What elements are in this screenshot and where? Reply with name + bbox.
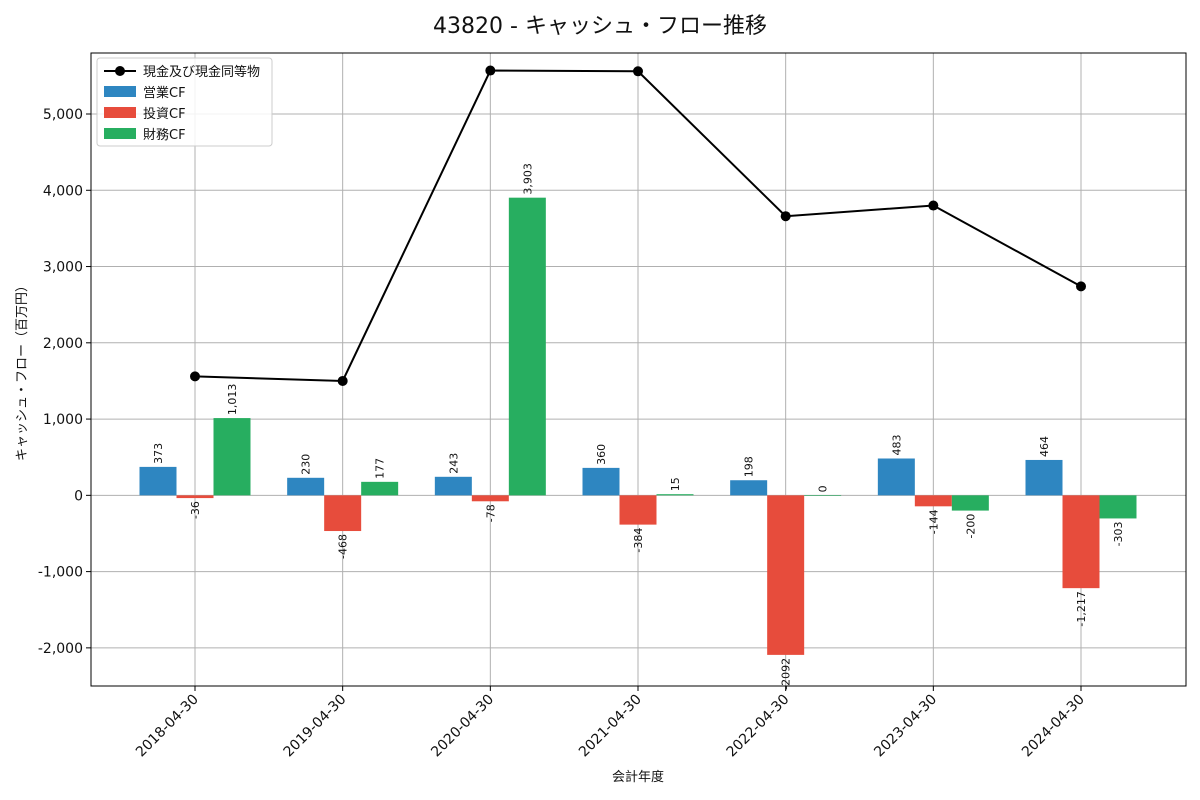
bar-投資CF (471, 495, 509, 502)
cash-point (485, 65, 496, 76)
cash-point (928, 200, 939, 211)
bar-value-label: 464 (1038, 436, 1051, 457)
bar-value-label: -200 (964, 514, 977, 539)
bar-value-label: 1,013 (226, 384, 239, 416)
bar-財務CF (656, 494, 694, 496)
bar-value-label: 3,903 (521, 163, 534, 195)
line-layer (190, 65, 1086, 386)
x-tick-label: 2024-04-30 (1019, 692, 1088, 761)
y-tick-label: 4,000 (43, 183, 83, 199)
x-tick-label: 2019-04-30 (281, 692, 350, 761)
bar-投資CF (914, 495, 952, 507)
x-tick-label: 2023-04-30 (871, 692, 940, 761)
bar-営業CF (877, 458, 915, 496)
bar-value-label: 373 (152, 443, 165, 464)
legend-label: 現金及び現金同等物 (143, 64, 260, 80)
bar-labels-layer: 373 230 243 360 198 483 464 -36 -468 -78 -384 -2092… (152, 163, 1125, 690)
bar-投資CF (324, 495, 362, 532)
y-tick-label: 2,000 (43, 336, 83, 352)
y-tick-label: 3,000 (43, 260, 83, 276)
legend-box (96, 57, 273, 147)
legend-label: 投資CF (143, 106, 186, 122)
bar-value-label: 243 (447, 453, 460, 474)
bar-value-label: 360 (595, 444, 608, 465)
bar-value-label: -78 (484, 504, 497, 522)
bar-value-label: -384 (632, 528, 645, 553)
x-axis-label: 会計年度 (612, 769, 664, 785)
bar-value-label: -468 (337, 534, 350, 559)
chart-title: 43820 - キャッシュ・フロー推移 (433, 14, 767, 39)
legend-label: 営業CF (143, 85, 186, 101)
x-tick-label: 2020-04-30 (428, 692, 497, 761)
x-tick-label: 2018-04-30 (133, 692, 202, 761)
legend-label: 財務CF (143, 128, 186, 143)
bar-value-label: 177 (374, 458, 387, 479)
cash-point (190, 371, 200, 382)
bar-value-label: 198 (743, 456, 756, 477)
cash-point (337, 375, 348, 386)
legend-swatch (104, 107, 136, 118)
cash-point (1076, 281, 1086, 292)
bar-value-label: -144 (927, 509, 940, 534)
bar-財務CF (361, 481, 399, 496)
bar-営業CF (434, 476, 472, 496)
bar-財務CF (951, 495, 989, 511)
bar-value-label: 15 (669, 477, 682, 491)
bar-value-label: 230 (300, 454, 313, 475)
bar-営業CF (730, 480, 768, 496)
bar-財務CF (508, 197, 546, 496)
bar-value-label: 0 (817, 485, 830, 492)
legend-swatch (104, 128, 136, 139)
bar-営業CF (1025, 459, 1063, 496)
bar-財務CF (804, 495, 842, 496)
x-tick-label: 2022-04-30 (724, 692, 793, 761)
bar-value-label: -1,217 (1075, 591, 1088, 626)
cash-point (780, 211, 791, 222)
y-tick-label: -2,000 (38, 641, 83, 657)
cash-point (633, 66, 643, 77)
bar-営業CF (287, 477, 325, 496)
grid-layer (91, 53, 1186, 686)
bar-value-label: -2092 (780, 658, 793, 690)
bar-投資CF (176, 495, 214, 499)
bar-営業CF (582, 467, 620, 496)
bar-value-label: -303 (1112, 521, 1125, 546)
bars-layer (139, 197, 1137, 655)
bar-財務CF (213, 418, 251, 496)
bar-財務CF (1099, 495, 1137, 519)
legend-line-marker (115, 66, 125, 76)
bar-営業CF (139, 466, 177, 496)
legend-swatch (104, 86, 136, 97)
y-tick-label: 1,000 (43, 412, 83, 428)
bar-投資CF (619, 495, 657, 525)
y-tick-label: -1,000 (38, 565, 83, 581)
bar-投資CF (767, 495, 805, 655)
x-tick-label: 2021-04-30 (576, 692, 645, 761)
y-tick-label: 0 (74, 488, 83, 504)
bar-value-label: 483 (890, 435, 903, 456)
y-tick-label: 5,000 (43, 107, 83, 123)
bar-投資CF (1062, 495, 1100, 589)
bar-value-label: -36 (189, 501, 202, 519)
y-axis-label: キャッシュ・フロー（百万円） (15, 279, 30, 461)
